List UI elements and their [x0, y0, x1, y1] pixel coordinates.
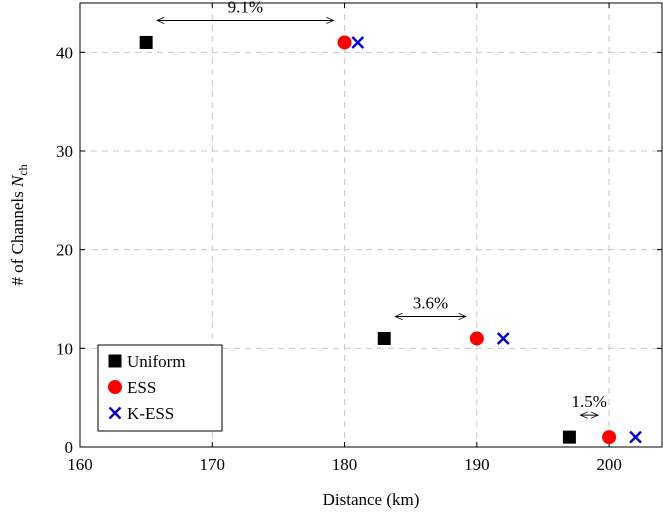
y-tick-label: 10: [56, 339, 73, 358]
y-axis-label: # of Channels Nch: [8, 164, 30, 285]
point-k-ess: [496, 332, 510, 345]
point-uniform: [139, 35, 153, 49]
cross-stroke: [496, 332, 510, 345]
x-tick-label: 200: [596, 455, 622, 474]
legend-marker-ess: [108, 380, 122, 394]
cross-stroke: [108, 406, 122, 420]
gap-label: 1.5%: [572, 392, 607, 411]
x-tick-label: 180: [332, 455, 358, 474]
y-tick-label: 30: [56, 142, 73, 161]
legend: Uniform ESS K-ESS: [97, 344, 223, 432]
legend-label-uniform: Uniform: [127, 352, 186, 371]
point-ess: [469, 331, 484, 346]
point-k-ess: [351, 36, 365, 49]
point-k-ess: [629, 430, 642, 444]
point-uniform: [562, 430, 576, 444]
legend-label-ess: ESS: [127, 378, 156, 397]
point-uniform: [377, 331, 391, 345]
cross-stroke: [351, 36, 365, 49]
ticks: 160 170 180 190 200 0 10 20 30 40: [56, 3, 662, 474]
x-tick-label: 170: [200, 455, 226, 474]
y-tick-label: 0: [65, 438, 74, 457]
plot-frame: [79, 2, 663, 448]
x-tick-label: 160: [67, 455, 93, 474]
gap-label: 3.6%: [413, 293, 448, 312]
y-axis-label-symbol: N: [8, 174, 27, 188]
legend-marker-uniform: [108, 354, 122, 368]
y-tick-label: 20: [56, 241, 73, 260]
legend-label-k-ess: K-ESS: [127, 404, 174, 423]
y-axis-label-subscript: ch: [16, 164, 30, 175]
x-axis-label: Distance (km): [323, 490, 420, 509]
point-ess: [602, 430, 617, 445]
y-tick-label: 40: [56, 43, 73, 62]
annotations: 9.1% 3.6% 1.5%: [157, 0, 607, 415]
cross-stroke: [629, 430, 642, 444]
x-tick-label: 190: [464, 455, 490, 474]
point-ess: [337, 35, 352, 50]
data-points: [139, 35, 642, 445]
gap-label: 9.1%: [228, 0, 263, 16]
legend-marker-k-ess: [108, 406, 122, 420]
y-axis-label-main: # of Channels: [8, 187, 27, 286]
